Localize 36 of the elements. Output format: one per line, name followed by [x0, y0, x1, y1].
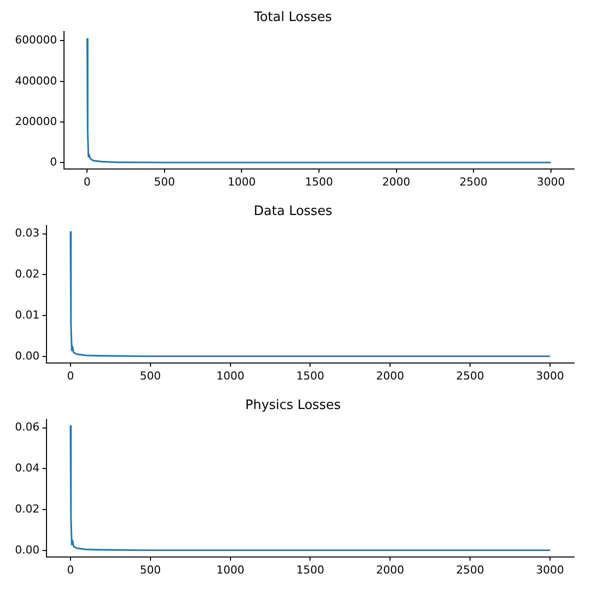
x-tick-label: 2000 — [382, 175, 410, 188]
y-tick-label: 0.00 — [14, 350, 40, 363]
x-tick-label: 3000 — [536, 175, 565, 188]
x-tick-label: 3000 — [536, 563, 564, 576]
y-tick-label: 0.01 — [14, 308, 40, 322]
y-tick-label: 0.03 — [14, 226, 40, 240]
y-tick-label: 0.04 — [14, 462, 40, 475]
y-tick-label: 0.02 — [14, 268, 40, 281]
x-tick-label: 1000 — [216, 563, 244, 576]
x-tick-label: 1500 — [296, 563, 324, 576]
y-tick-label: 400000 — [14, 74, 57, 88]
x-tick-label: 500 — [140, 369, 161, 382]
x-tick-label: 0 — [66, 369, 74, 382]
x-tick-label: 2000 — [376, 563, 404, 576]
chart-title: Physics Losses — [245, 398, 341, 414]
x-tick-label: 1000 — [216, 369, 244, 382]
y-tick-label: 0 — [50, 156, 57, 169]
y-tick-label: 600000 — [14, 34, 57, 47]
y-tick-label: 0.00 — [14, 544, 40, 557]
x-tick-label: 2000 — [376, 369, 404, 382]
y-tick-label: 0.02 — [14, 502, 40, 516]
x-tick-label: 0 — [66, 563, 74, 576]
x-tick-label: 500 — [154, 175, 175, 188]
y-tick-label: 0.06 — [14, 420, 40, 434]
x-tick-label: 2500 — [456, 369, 484, 382]
chart-title: Total Losses — [253, 10, 332, 26]
x-tick-label: 1500 — [296, 369, 324, 382]
x-tick-label: 1000 — [228, 175, 256, 188]
x-tick-label: 2500 — [456, 563, 484, 576]
x-tick-label: 1500 — [304, 175, 333, 188]
y-tick-label: 200000 — [14, 114, 57, 128]
x-tick-label: 500 — [140, 563, 161, 576]
x-tick-label: 2500 — [460, 175, 488, 188]
x-tick-label: 3000 — [536, 369, 564, 382]
x-tick-label: 0 — [84, 175, 91, 188]
chart-title: Data Losses — [254, 204, 332, 220]
